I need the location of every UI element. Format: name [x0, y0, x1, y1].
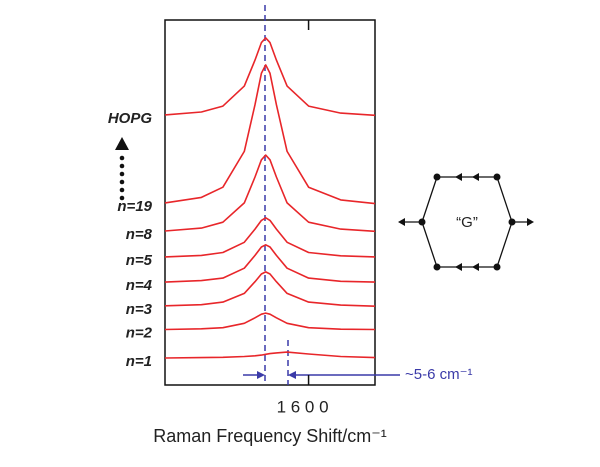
spectrum	[164, 154, 376, 233]
annotation: ~5-6 cm⁻¹	[405, 366, 473, 383]
spectrum	[164, 271, 376, 307]
arrow-up	[115, 137, 129, 150]
series-label: n=5	[126, 252, 153, 269]
series-label: n=4	[126, 277, 153, 294]
series-label: HOPG	[108, 110, 153, 127]
spectrum	[164, 244, 376, 283]
series-label: n=19	[117, 198, 152, 215]
series-label: n=1	[126, 353, 152, 370]
x-tick-label: 1 6 0 0	[277, 397, 329, 416]
spectrum	[164, 312, 376, 331]
arrow-head	[257, 371, 265, 379]
x-axis-label: Raman Frequency Shift/cm⁻¹	[153, 426, 387, 446]
g-mode-markers	[398, 173, 534, 271]
series-label: n=8	[126, 226, 153, 243]
series-label: n=2	[126, 324, 153, 341]
spectrum	[164, 217, 376, 258]
arrow-head	[288, 371, 296, 379]
spectrum	[164, 351, 376, 359]
spectrum	[164, 64, 376, 205]
dots	[119, 155, 125, 201]
series-label: n=3	[126, 301, 153, 318]
spectrum	[164, 37, 376, 117]
inset-label: “G”	[456, 214, 478, 231]
